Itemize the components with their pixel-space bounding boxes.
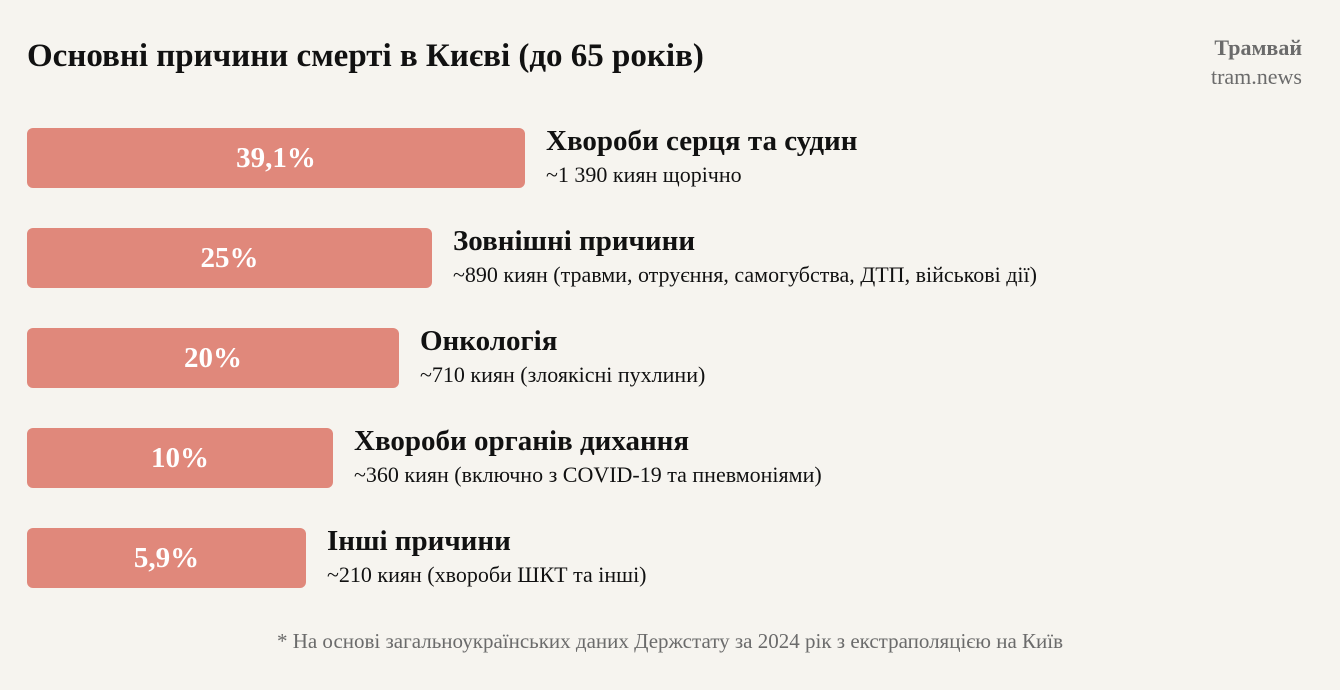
category-label-block: Хвороби органів дихання ~360 киян (включн… (354, 423, 822, 491)
category-subtitle: ~890 киян (травми, отруєння, самогубства… (453, 262, 1037, 287)
brand-url: tram.news (1210, 64, 1302, 89)
category-label-block: Інші причини ~210 киян (хвороби ШКТ та ін… (327, 523, 647, 591)
bar: 39,1% (27, 128, 525, 188)
category-subtitle: ~710 киян (злоякісні пухлини) (420, 362, 706, 387)
category-label: Хвороби серця та судин (546, 125, 858, 157)
bar: 5,9% (27, 528, 306, 588)
chart-title: Основні причини смерті в Києві (до 65 ро… (27, 38, 704, 74)
bar: 10% (27, 428, 333, 488)
footnote: * На основі загальноукраїнських даних Де… (276, 629, 1064, 653)
category-label-block: Онкологія ~710 киян (злоякісні пухлини) (420, 323, 705, 391)
bar-value-label: 20% (184, 341, 242, 374)
category-label-block: Хвороби серця та судин ~1 390 киян щорічн… (546, 123, 857, 191)
bar: 20% (27, 328, 399, 388)
category-label-block: Зовнішні причини ~890 киян (травми, отрує… (453, 223, 1037, 291)
bar-value-label: 5,9% (133, 541, 200, 574)
brand-name: Трамвай (1214, 35, 1302, 60)
bar-value-label: 39,1% (236, 141, 316, 174)
bar-value-label: 10% (151, 441, 209, 474)
brand-block: Трамвай tram.news (1211, 33, 1302, 91)
category-subtitle: ~360 киян (включно з COVID-19 та пневмон… (354, 462, 822, 487)
category-subtitle: ~1 390 киян щорічно (546, 162, 742, 187)
category-label: Хвороби органів дихання (354, 425, 690, 457)
category-subtitle: ~210 киян (хвороби ШКТ та інші) (327, 562, 647, 587)
bar-value-label: 25% (200, 241, 259, 274)
category-label: Онкологія (420, 325, 558, 357)
category-label: Зовнішні причини (453, 225, 696, 257)
bar: 25% (27, 228, 432, 288)
category-label: Інші причини (327, 525, 511, 557)
